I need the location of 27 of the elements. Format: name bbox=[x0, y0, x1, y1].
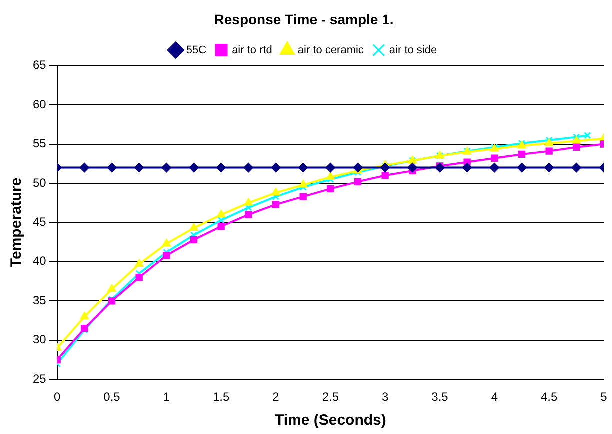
y-tick-label: 35 bbox=[32, 293, 47, 308]
y-tick-label: 50 bbox=[32, 176, 47, 190]
legend-label: 55C bbox=[186, 44, 207, 56]
x-tick-label: 3 bbox=[382, 390, 389, 404]
x-tick-label: 0.5 bbox=[104, 390, 121, 404]
x-tick-label: 1.5 bbox=[213, 390, 230, 404]
chart-title: Response Time - sample 1. bbox=[214, 11, 394, 28]
x-tick-label: 4 bbox=[491, 390, 498, 404]
y-tick-label: 25 bbox=[32, 372, 47, 386]
x-tick-label: 1 bbox=[163, 390, 170, 404]
x-tick-label: 5 bbox=[600, 390, 608, 404]
y-axis-title: Temperature bbox=[8, 178, 26, 268]
x-axis-title: Time (Seconds) bbox=[274, 412, 386, 430]
y-tick-label: 45 bbox=[32, 215, 47, 230]
y-tick-label: 65 bbox=[32, 58, 47, 72]
y-tick-label: 40 bbox=[32, 254, 47, 268]
y-tick-label: 55 bbox=[32, 136, 47, 151]
legend-label: air to rtd bbox=[232, 44, 272, 56]
x-tick-label: 3.5 bbox=[432, 390, 449, 404]
x-tick-label: 2 bbox=[272, 390, 280, 404]
legend-label: air to side bbox=[389, 44, 438, 56]
x-tick-label: 4.5 bbox=[540, 390, 558, 404]
y-tick-label: 30 bbox=[32, 332, 47, 347]
x-tick-label: 0 bbox=[54, 390, 62, 404]
y-tick-label: 60 bbox=[32, 97, 47, 112]
x-tick-label: 2.5 bbox=[322, 390, 340, 404]
legend-label: air to ceramic bbox=[298, 44, 364, 56]
